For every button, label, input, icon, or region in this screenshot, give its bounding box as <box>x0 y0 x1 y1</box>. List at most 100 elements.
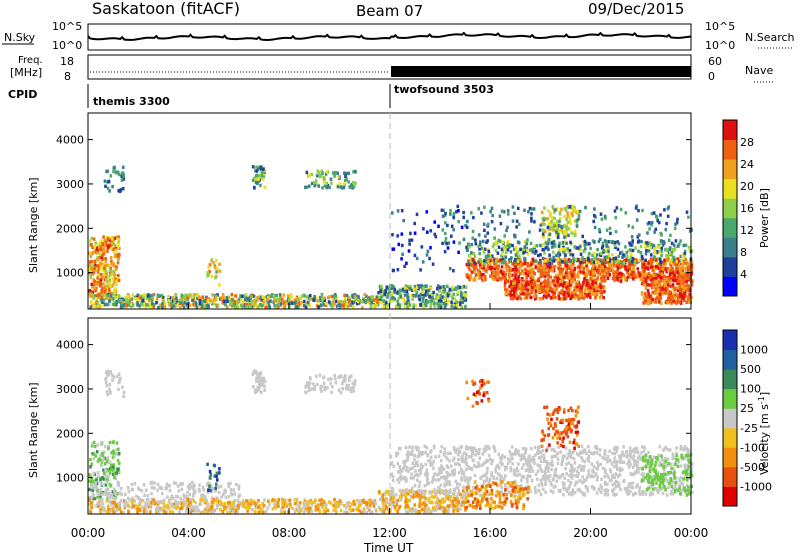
heatmap-cell <box>573 245 576 249</box>
heatmap-cell <box>667 238 671 242</box>
heatmap-cell <box>678 242 681 246</box>
heatmap-cell <box>150 486 154 490</box>
heatmap-cell <box>563 214 566 219</box>
heatmap-cell <box>494 248 498 253</box>
heatmap-cell <box>465 225 469 229</box>
heatmap-cell <box>560 297 564 301</box>
heatmap-cell <box>452 212 456 216</box>
heatmap-cell <box>353 169 357 174</box>
heatmap-cell <box>465 245 468 250</box>
heatmap-cell <box>101 276 105 280</box>
heatmap-cell <box>322 296 326 300</box>
heatmap-cell <box>659 267 662 271</box>
heatmap-cell <box>368 503 372 508</box>
heatmap-cell <box>587 258 590 262</box>
nsky-trace <box>87 31 692 42</box>
heatmap-cell <box>480 211 483 215</box>
heatmap-cell <box>566 214 570 218</box>
heatmap-cell <box>644 294 648 298</box>
heatmap-cell <box>667 289 670 293</box>
heatmap-cell <box>408 303 412 307</box>
heatmap-cell <box>659 274 662 279</box>
heatmap-cell <box>649 294 652 298</box>
heatmap-cell <box>179 298 183 302</box>
heatmap-cell <box>401 252 404 256</box>
heatmap-cell <box>623 264 627 269</box>
heatmap-cell <box>97 292 101 297</box>
heatmap-cell <box>103 450 106 454</box>
heatmap-cell <box>633 274 636 279</box>
heatmap-cell <box>237 494 241 499</box>
heatmap-cell <box>495 274 499 279</box>
heatmap-cell <box>104 294 108 298</box>
heatmap-cell <box>126 504 130 508</box>
heatmap-cell <box>565 228 568 232</box>
heatmap-cell <box>552 287 555 291</box>
heatmap-cell <box>206 303 210 308</box>
heatmap-cell <box>155 297 159 301</box>
heatmap-cell <box>450 224 454 228</box>
heatmap-cell <box>434 500 438 505</box>
heatmap-cell <box>672 299 675 304</box>
heatmap-cell <box>172 481 176 485</box>
heatmap-cell <box>511 205 515 209</box>
heatmap-cell <box>202 488 206 492</box>
heatmap-cell <box>188 492 192 496</box>
heatmap-cell <box>116 276 120 280</box>
heatmap-cell <box>530 212 533 216</box>
heatmap-cell <box>90 260 93 264</box>
heatmap-cell <box>166 505 170 510</box>
heatmap-cell <box>411 297 414 301</box>
heatmap-cell <box>268 503 271 507</box>
heatmap-cell <box>620 276 623 280</box>
heatmap-cell <box>240 305 244 310</box>
heatmap-cell <box>673 226 677 231</box>
heatmap-cell <box>605 241 608 245</box>
heatmap-cell <box>523 296 527 300</box>
heatmap-cell <box>300 294 304 298</box>
heatmap-cell <box>545 268 549 272</box>
heatmap-cell <box>96 504 100 508</box>
heatmap-cell <box>186 495 189 499</box>
heatmap-cell <box>504 263 508 267</box>
heatmap-cell <box>108 482 112 487</box>
heatmap-cell <box>546 209 550 213</box>
heatmap-cell <box>531 247 534 252</box>
heatmap-cell <box>130 500 134 504</box>
heatmap-cell <box>380 292 383 296</box>
heatmap-cell <box>566 291 569 295</box>
heatmap-cell <box>662 261 666 265</box>
heatmap-cell <box>343 510 346 514</box>
heatmap-cell <box>583 239 587 244</box>
heatmap-cell <box>196 505 199 509</box>
heatmap-cell <box>459 302 462 307</box>
heatmap-cell <box>450 300 453 304</box>
heatmap-cell <box>109 246 113 250</box>
heatmap-cell <box>607 249 610 254</box>
heatmap-cell <box>104 492 108 497</box>
heatmap-cell <box>575 282 579 286</box>
heatmap-cell <box>635 204 638 208</box>
heatmap-cell <box>582 280 585 284</box>
heatmap-cell <box>625 250 628 255</box>
heatmap-cell <box>550 261 554 266</box>
heatmap-cell <box>632 277 635 281</box>
heatmap-cell <box>515 225 518 229</box>
heatmap-cell <box>508 259 512 263</box>
heatmap-cell <box>97 304 100 308</box>
heatmap-cell <box>658 297 661 301</box>
heatmap-cell <box>406 510 410 515</box>
heatmap-cell <box>94 481 98 485</box>
heatmap-cell <box>117 447 120 451</box>
heatmap-cell <box>547 227 551 231</box>
heatmap-cell <box>461 489 465 493</box>
heatmap-cell <box>548 253 551 257</box>
heatmap-cell <box>257 510 261 514</box>
heatmap-cell <box>396 234 399 238</box>
heatmap-cell <box>646 267 650 271</box>
heatmap-cell <box>206 271 209 275</box>
heatmap-cell <box>674 294 677 298</box>
heatmap-cell <box>421 501 425 506</box>
heatmap-cell <box>352 170 355 174</box>
heatmap-cell <box>563 247 567 251</box>
